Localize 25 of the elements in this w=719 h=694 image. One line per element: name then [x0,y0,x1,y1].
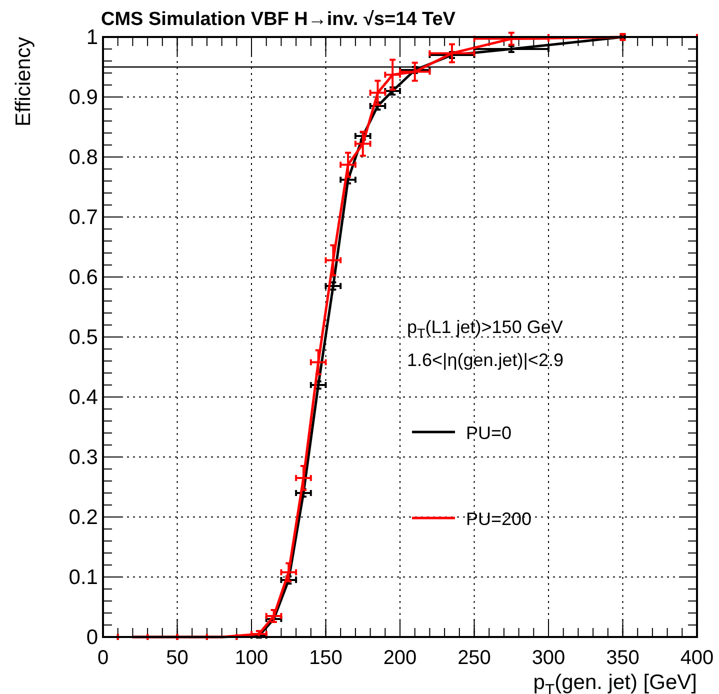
y-tick-label: 0.5 [68,326,98,349]
x-tick-label: 200 [383,647,417,669]
y-axis-title: Efficiency [12,36,35,126]
x-tick-label: 300 [532,647,566,669]
legend-label: PU=0 [466,423,512,443]
x-tick-label: 100 [234,647,268,669]
annotation: p$_{T}$(L1 jet)>150 GeV [407,317,563,341]
x-tick-label: 400 [680,647,714,669]
x-tick-label: 250 [458,647,491,669]
y-tick-label: 0.6 [68,266,98,289]
y-tick-label: 0.2 [68,506,98,529]
annotation: 1.6<|η(gen.jet)|<2.9 [407,350,564,370]
y-tick-label: 0.9 [68,86,98,109]
y-tick-label: 1 [86,26,98,49]
x-tick-label: 150 [309,647,342,669]
x-tick-label: 350 [606,647,640,669]
legend-label: PU=200 [466,509,532,529]
chart-title: CMS Simulation VBF H→inv. √s=14 TeV [101,9,456,30]
y-tick-label: 0.7 [68,206,98,229]
y-tick-label: 0 [86,626,98,649]
x-tick-label: 50 [166,647,188,669]
y-tick-label: 0.4 [68,386,98,409]
y-tick-label: 0.3 [68,446,98,469]
y-tick-label: 0.1 [68,566,98,589]
y-tick-label: 0.8 [68,146,98,169]
